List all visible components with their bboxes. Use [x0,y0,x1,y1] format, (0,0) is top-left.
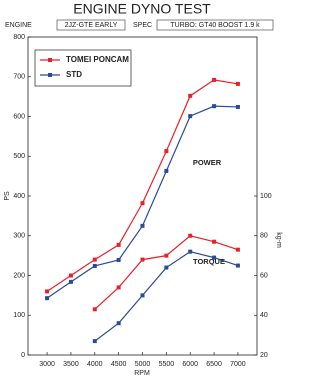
power-line-marker [235,81,240,86]
power-line-marker [68,273,73,278]
torque-line-marker [235,247,240,252]
x-tick-label: 3000 [39,361,55,368]
annotation: POWER [193,158,222,167]
x-tick-label: 6000 [182,361,198,368]
y-axis-label: PS [4,191,11,201]
y-tick-label: 700 [13,74,25,81]
x-tick-label: 5500 [159,361,175,368]
power-line-marker [140,223,145,228]
power-line-marker [92,263,97,268]
x-axis-label: RPM [134,370,150,377]
torque-line-marker [188,233,193,238]
annotation: TORQUE [193,257,225,266]
chart: ENGINE DYNO TEST ENGINE 2JZ-GTE EARLY SP… [3,0,283,377]
torque-line-marker [140,257,145,262]
x-tick-label: 7000 [230,361,246,368]
y2-tick-label: 80 [260,233,268,240]
power-line-marker [212,104,217,109]
power-line-marker [140,201,145,206]
legend-marker [48,73,52,77]
spec-box [156,19,274,31]
chart-title: ENGINE DYNO TEST [73,1,211,17]
engine-label: ENGINE [5,22,32,29]
power-line-marker [212,77,217,82]
x-tick-label: 4000 [87,361,103,368]
torque-line-marker [140,293,145,298]
power-line-marker [116,257,121,262]
torque-line-marker [212,239,217,244]
y-tick-label: 300 [13,233,25,240]
legend-label: TOMEI PONCAM [66,55,129,64]
y2-tick-label: 20 [260,352,268,359]
torque-line-marker [188,249,193,254]
power-line-marker [164,149,169,154]
torque-line-marker [164,265,169,270]
torque-line-marker [92,307,97,312]
y-tick-label: 0 [21,352,25,359]
torque-line-marker [116,321,121,326]
power-line-marker [92,257,97,262]
y-tick-label: 600 [13,113,25,120]
torque-line-marker [92,339,97,344]
engine-box [56,19,126,31]
legend-box [34,49,132,87]
x-tick-label: 3500 [63,361,79,368]
spec-value: TURBO: GT40 BOOST 1.9 k [170,22,260,29]
y-tick-label: 200 [13,272,25,279]
torque-line-marker [116,285,121,290]
y2-tick-label: 60 [260,272,268,279]
power-line-marker [188,93,193,98]
legend-label: STD [66,70,82,79]
y-tick-label: 100 [13,312,25,319]
spec-label: SPEC [133,22,152,29]
power-line-marker [45,289,50,294]
torque-line-marker [212,255,217,260]
x-tick-label: 4500 [111,361,127,368]
power-line-marker [116,242,121,247]
power-line-marker [45,296,50,301]
y2-tick-label: 40 [260,312,268,319]
power-line-marker [164,168,169,173]
y2-axis-label: kg-m [275,232,282,248]
y-tick-label: 500 [13,153,25,160]
y-tick-label: 800 [13,34,25,41]
legend-marker [48,58,52,62]
x-tick-label: 5000 [135,361,151,368]
torque-line-marker [164,253,169,258]
power-line-marker [68,279,73,284]
power-line-marker [235,104,240,109]
x-tick-label: 6500 [206,361,222,368]
power-line-marker [188,114,193,119]
y-tick-label: 400 [13,193,25,200]
engine-value: 2JZ-GTE EARLY [65,22,118,29]
y2-tick-label: 100 [260,193,272,200]
torque-line-marker [235,263,240,268]
